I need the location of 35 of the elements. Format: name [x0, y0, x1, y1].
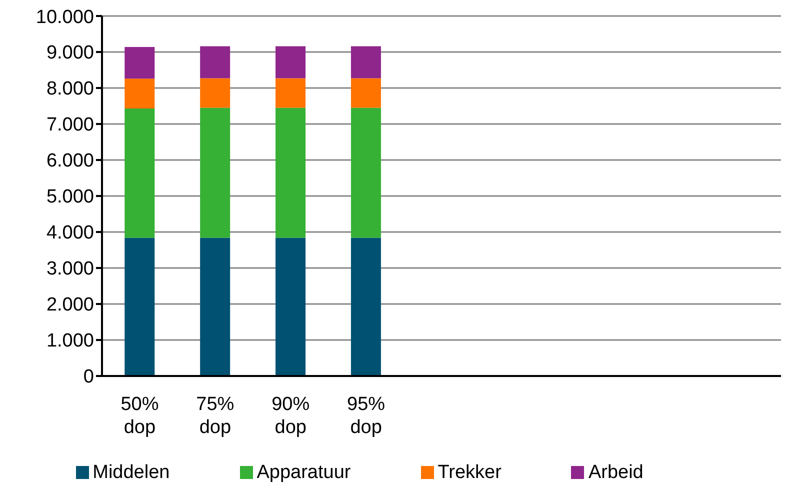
- legend-label: Middelen: [92, 462, 170, 483]
- bar: [124, 78, 155, 109]
- x-tick-label: 90% dop: [272, 394, 310, 438]
- x-tick-label: 50% dop: [120, 394, 159, 438]
- bar: [276, 78, 306, 108]
- y-tick-label: 5.000: [46, 186, 94, 208]
- bar: [350, 78, 381, 108]
- bar: [276, 46, 306, 78]
- bar: [200, 46, 230, 78]
- x-tick-label: 75% dop: [196, 394, 234, 438]
- y-tick-label: 2.000: [46, 294, 94, 316]
- legend-label: Apparatuur: [256, 462, 351, 483]
- bar: [124, 108, 155, 238]
- bar: [124, 238, 155, 376]
- bar: [350, 46, 381, 78]
- y-tick-label: 9.000: [46, 42, 94, 64]
- y-tick-label: 7.000: [46, 114, 94, 136]
- y-tick-label: 8.000: [46, 78, 94, 100]
- legend-label: Arbeid: [588, 462, 644, 483]
- bar: [200, 238, 230, 376]
- legend-label: Trekker: [438, 462, 502, 483]
- bar: [124, 46, 155, 79]
- bar: [276, 108, 306, 238]
- bar: [200, 108, 230, 238]
- y-tick-label: 10.000: [36, 6, 94, 28]
- bar: [276, 238, 306, 376]
- bar: [350, 108, 381, 238]
- y-tick-label: 4.000: [46, 222, 94, 244]
- x-tick-label: 95% dop: [347, 394, 386, 438]
- bar: [200, 78, 230, 108]
- y-tick-label: 1.000: [46, 330, 94, 352]
- bar: [350, 238, 381, 376]
- y-tick-label: 3.000: [46, 258, 94, 280]
- y-tick-label: 0: [83, 366, 94, 388]
- y-tick-label: 6.000: [46, 150, 94, 172]
